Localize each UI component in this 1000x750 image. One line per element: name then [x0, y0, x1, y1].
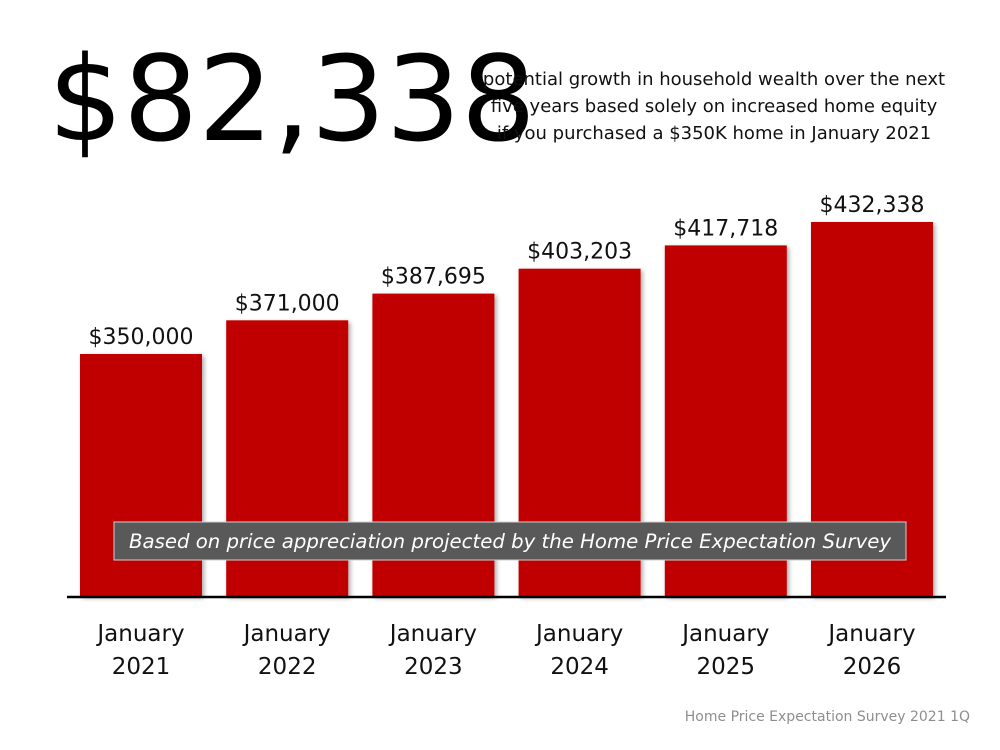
- category-label-year: 2026: [843, 654, 902, 680]
- category-labels-group: January 2021 January 2022 January 2023 January…: [95, 621, 915, 680]
- category-label-year: 2022: [258, 654, 317, 680]
- chart-note-text: Based on price appreciation projected by…: [129, 530, 891, 553]
- bar-value-label: $403,203: [527, 240, 632, 265]
- category-label-month: January: [388, 621, 477, 647]
- bar-value-label: $350,000: [89, 325, 194, 350]
- value-labels-group: $350,000 $371,000 $387,695 $403,203 $417,718…: [89, 193, 925, 350]
- bar-value-label: $371,000: [235, 291, 340, 316]
- category-label-month: January: [534, 621, 623, 647]
- category-label-month: January: [95, 621, 184, 647]
- source-credit: Home Price Expectation Survey 2021 1Q: [684, 709, 970, 725]
- bar-value-label: $387,695: [381, 265, 486, 290]
- chart-note-box: [113, 521, 907, 561]
- category-label-month: January: [680, 621, 769, 647]
- headline-value: $82,338: [48, 30, 536, 168]
- category-label-year: 2021: [112, 654, 171, 680]
- subtitle-line-3: if you purchased a $350K home in January…: [496, 123, 932, 144]
- category-label-year: 2023: [404, 654, 463, 680]
- chart-note-group: Based on price appreciation projected by…: [113, 521, 907, 561]
- subtitle-line-2: five years based solely on increased hom…: [490, 96, 938, 117]
- bar-value-label: $417,718: [673, 216, 778, 241]
- category-label-year: 2024: [550, 654, 609, 680]
- category-label-year: 2025: [697, 654, 756, 680]
- bar-value-label: $432,338: [820, 193, 925, 218]
- category-label-month: January: [242, 621, 331, 647]
- category-label-month: January: [826, 621, 915, 647]
- subtitle-line-1: potential growth in household wealth ove…: [482, 69, 946, 90]
- headline-description: potential growth in household wealth ove…: [470, 66, 958, 147]
